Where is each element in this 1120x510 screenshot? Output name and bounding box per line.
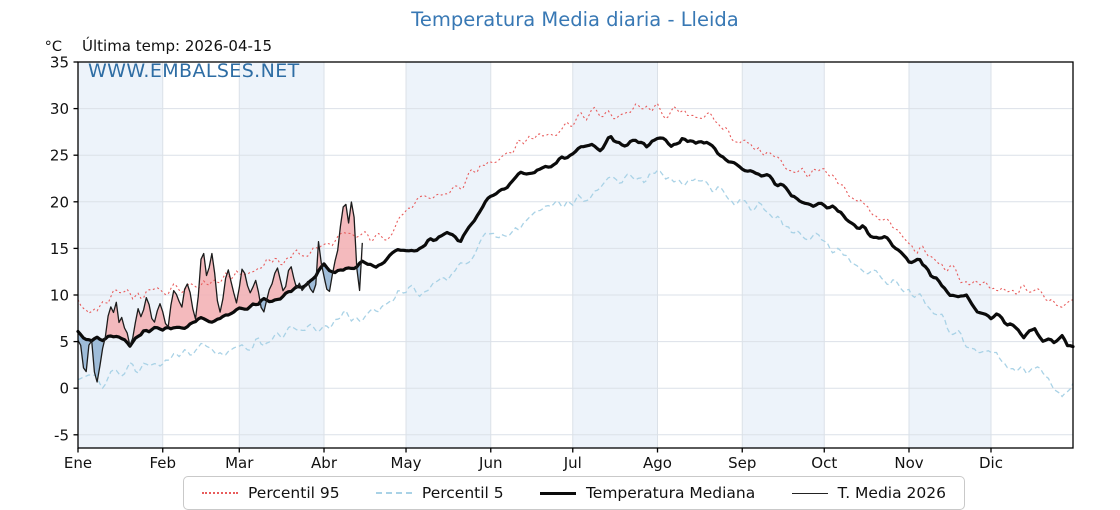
legend-item-percentil-95: Percentil 95	[202, 484, 340, 502]
legend-label: T. Media 2026	[837, 484, 946, 502]
legend-item-t-media-2026: T. Media 2026	[791, 484, 946, 502]
p95-line-sample-icon	[202, 492, 238, 494]
last-temp-label: Última temp: 2026-04-15	[82, 37, 273, 55]
legend-label: Percentil 95	[248, 484, 340, 502]
y-tick-label: 35	[50, 54, 69, 72]
x-tick-label: May	[391, 454, 422, 472]
x-tick-label: Oct	[811, 454, 837, 472]
temperatura-mediana-line	[76, 135, 1075, 349]
y-tick-label: 0	[59, 380, 69, 398]
legend-label: Percentil 5	[421, 484, 504, 502]
plot-frame	[77, 61, 1074, 449]
month-band	[406, 62, 491, 448]
watermark: WWW.EMBALSES.NET	[88, 60, 300, 82]
p5-line-sample-icon	[375, 492, 412, 494]
x-tick-label: Dic	[979, 454, 1003, 472]
y-tick-label: 15	[50, 240, 69, 258]
x-tick-label: Ene	[64, 454, 92, 472]
percentil-5-line	[77, 169, 1074, 398]
median-line-sample-icon	[539, 491, 576, 495]
chart-title: Temperatura Media diaria - Lleida	[411, 8, 739, 31]
fill-below-median	[356, 262, 362, 291]
y-tick-label: 5	[59, 333, 69, 351]
month-band	[908, 62, 991, 448]
fill-above-median	[332, 202, 357, 273]
month-band	[78, 62, 163, 448]
fill-above-median	[266, 266, 297, 302]
x-tick-label: Abr	[311, 454, 338, 472]
y-tick-label: 10	[50, 287, 69, 305]
t-media-2026-line	[77, 201, 363, 383]
y-tick-label: 20	[50, 193, 69, 211]
x-tick-label: Mar	[225, 454, 254, 472]
x-tick-label: Ago	[643, 454, 672, 472]
legend: Percentil 95 Percentil 5 Temperatura Med…	[183, 476, 965, 510]
month-band	[239, 62, 325, 448]
y-axis-unit-label: °C	[44, 39, 62, 55]
month-band	[572, 62, 658, 448]
y-tick-label: -5	[54, 426, 69, 444]
legend-label: Temperatura Mediana	[585, 484, 756, 502]
legend-item-percentil-5: Percentil 5	[375, 484, 504, 502]
y-tick-label: 30	[50, 100, 69, 118]
x-tick-label: Feb	[149, 454, 176, 472]
x-tick-label: Nov	[894, 454, 923, 472]
fill-above-median	[104, 253, 261, 347]
y-tick-label: 25	[50, 147, 69, 165]
x-tick-label: Jun	[478, 454, 502, 472]
x-tick-label: Jul	[563, 454, 582, 472]
legend-item-mediana: Temperatura Mediana	[539, 484, 756, 502]
month-band	[742, 62, 825, 448]
x-tick-label: Sep	[728, 454, 756, 472]
t2026-line-sample-icon	[791, 492, 828, 494]
